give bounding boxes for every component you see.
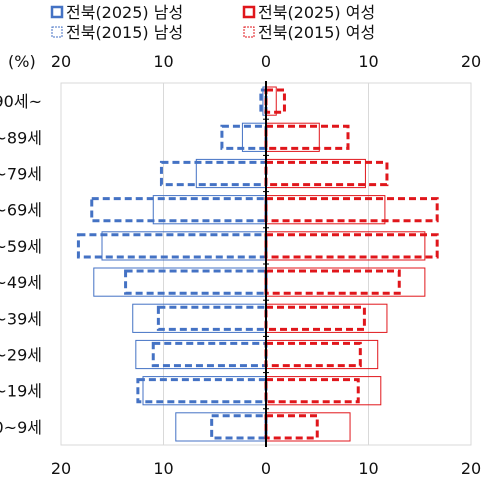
labels: 90세~ 80~89세 70~79세 60~69세 50~59세 40~49세 30~39세… [0, 52, 481, 478]
bar-left-2025-3 [90, 197, 268, 223]
bar-left-2025-2 [159, 160, 268, 187]
bar-left-2025-5 [124, 269, 268, 295]
bottom-tick-label-2: 0 [261, 459, 271, 478]
bottom-tick-label-3: 10 [358, 459, 378, 478]
category-label-8: 10~19세 [0, 382, 42, 401]
top-tick-label-1: 10 [153, 52, 173, 71]
category-label-9: 0~9세 [0, 418, 42, 437]
category-label-0: 90세~ [0, 92, 42, 111]
legend-label-3: 전북(2015) 여성 [258, 23, 375, 42]
legend-swatch-0 [50, 5, 64, 19]
bottom-tick-label-1: 10 [153, 459, 173, 478]
axes [263, 81, 269, 447]
legend-swatch-3 [243, 26, 255, 38]
top-tick-label-2: 0 [261, 52, 271, 71]
bar-right-2025-4 [264, 233, 439, 259]
bar-right-2025-3 [264, 197, 439, 223]
bar-left-2025-1 [220, 124, 268, 150]
top-tick-label-3: 10 [358, 52, 378, 71]
category-label-6: 30~39세 [0, 309, 42, 328]
bar-right-2025-9 [264, 414, 319, 440]
bar-right-2025-1 [264, 124, 350, 150]
category-label-1: 80~89세 [0, 128, 42, 147]
bottom-tick-label-4: 20 [461, 459, 481, 478]
bar-right-2025-8 [264, 378, 360, 404]
legend-label-1: 전북(2025) 여성 [258, 3, 375, 22]
bottom-tick-label-0: 20 [51, 459, 71, 478]
category-label-3: 60~69세 [0, 201, 42, 220]
bar-right-2025-7 [264, 341, 362, 368]
category-label-7: 20~29세 [0, 346, 42, 365]
legend-swatch-2 [51, 26, 63, 38]
category-label-5: 40~49세 [0, 273, 42, 292]
top-tick-label-4: 20 [461, 52, 481, 71]
legend-label-0: 전북(2025) 남성 [66, 3, 183, 22]
bar-left-2025-6 [156, 305, 268, 331]
top-tick-label-0: 20 [51, 52, 71, 71]
bar-right-2025-6 [264, 305, 366, 331]
bar-left-2025-9 [210, 414, 268, 440]
bar-left-2025-7 [151, 341, 268, 368]
bar-left-2025-4 [76, 233, 268, 259]
bar-left-2025-8 [136, 378, 268, 404]
category-label-2: 70~79세 [0, 165, 42, 184]
bar-right-2025-0 [264, 88, 286, 114]
legend-label-2: 전북(2015) 남성 [66, 23, 183, 42]
bar-right-2025-5 [264, 269, 401, 295]
category-label-4: 50~59세 [0, 237, 42, 256]
unit-label: (%) [8, 52, 36, 71]
bars [76, 86, 439, 442]
legend-swatch-1 [242, 5, 256, 19]
